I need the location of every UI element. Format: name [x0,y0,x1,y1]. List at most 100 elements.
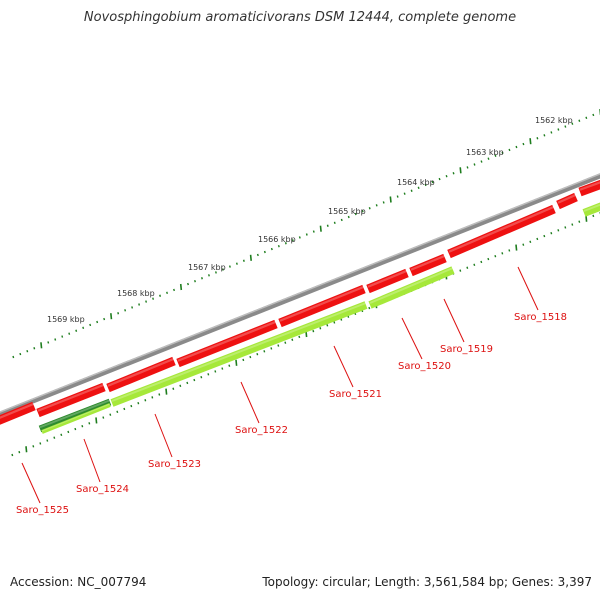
major-tick [529,138,532,145]
gene-features [0,179,600,434]
minor-tick [557,229,560,232]
minor-tick [207,274,210,277]
gene-bar-forward-shine [279,285,365,322]
minor-tick [11,453,14,457]
gene-bar-forward [556,192,578,210]
minor-tick [214,271,217,274]
minor-tick [333,221,336,225]
gene-bar-reverse-shine [111,302,367,402]
gene-label: Saro_1521 [329,389,382,400]
minor-tick [340,218,343,222]
gene-bar-forward [409,253,447,277]
gene-bar-forward [447,204,556,259]
minor-tick [60,433,63,437]
gene-leader-line [333,345,354,388]
kbp-label: 1566 kbp [258,235,296,244]
minor-tick [277,244,280,248]
topology-text: Topology: circular; Length: 3,561,584 bp… [262,575,592,589]
minor-tick [89,323,92,327]
minor-tick [459,269,462,272]
kbp-label: 1568 kbp [117,289,155,298]
kbp-label: 1564 kbp [397,178,435,187]
minor-tick [187,282,189,286]
minor-tick [466,166,469,169]
minor-tick [277,344,280,347]
minor-tick [173,288,175,292]
minor-tick [536,237,539,241]
minor-tick [550,131,553,134]
minor-tick [396,195,399,198]
minor-tick [571,122,574,125]
minor-tick [53,436,56,439]
gene-bar-reverse-shine [41,403,111,432]
gene-bar-forward-shine [107,357,175,387]
minor-tick [403,192,406,195]
minor-tick [130,404,133,408]
minor-tick [82,326,85,330]
gene-leader-line [154,413,173,458]
minor-tick [445,174,448,178]
gene-label: Saro_1519 [440,344,493,355]
gene-bar-reverse [110,301,368,407]
minor-tick [522,243,525,246]
minor-tick [201,277,203,280]
minor-tick [151,396,154,399]
minor-tick [68,332,71,335]
minor-tick [116,410,119,413]
gene-label: Saro_1518 [514,312,567,323]
minor-tick [138,303,141,306]
kbp-label: 1565 kbp [328,207,366,216]
major-tick [585,215,588,222]
kbp-label: 1569 kbp [47,315,85,324]
minor-tick [145,300,148,303]
minor-tick [368,306,371,310]
minor-tick [88,422,91,425]
minor-tick [124,309,127,312]
minor-tick [256,253,259,257]
gene-leader-line [83,438,101,483]
minor-tick [494,154,497,157]
minor-tick [305,233,308,236]
minor-tick [33,347,36,350]
gene-label: Saro_1522 [235,425,288,436]
minor-tick [466,266,469,269]
gene-bar-reverse-shine [369,267,454,304]
minor-tick [102,416,105,419]
minor-tick [473,263,476,267]
gene-bar-forward [36,382,106,418]
gene-bar-reverse [368,266,455,309]
minor-tick [298,335,301,339]
minor-tick [578,220,581,223]
minor-tick [410,189,413,192]
minor-tick [452,172,455,175]
minor-tick [228,265,231,268]
minor-tick [144,399,147,402]
gene-bar-reverse-selected [38,398,112,433]
gene-label: Saro_1525 [16,505,69,516]
major-tick [95,417,98,424]
minor-tick [291,239,294,242]
minor-tick [137,401,140,405]
scale-labels: 1562 kbp 1563 kbp 1564 kbp 1565 kbp 1566 kbp… [47,116,573,324]
minor-tick [284,341,287,344]
minor-tick [564,226,567,229]
gene-bar-forward [106,356,176,393]
minor-tick [159,294,162,297]
minor-tick [473,163,476,166]
minor-tick [557,128,560,131]
minor-tick [242,358,245,362]
gene-bar-forward [578,179,600,197]
gene-bar-forward-shine [367,269,408,288]
gene-bar-forward-shine [557,193,577,204]
minor-tick [571,223,574,226]
major-tick [459,167,462,174]
minor-tick [522,142,525,146]
minor-tick [214,370,217,373]
minor-tick [12,355,15,359]
gene-bar-forward-shine [37,383,105,412]
minor-tick [347,215,350,219]
minor-tick [61,335,64,338]
genome-backbone-highlight [0,173,600,413]
minor-tick [200,376,203,379]
minor-tick [103,317,106,321]
